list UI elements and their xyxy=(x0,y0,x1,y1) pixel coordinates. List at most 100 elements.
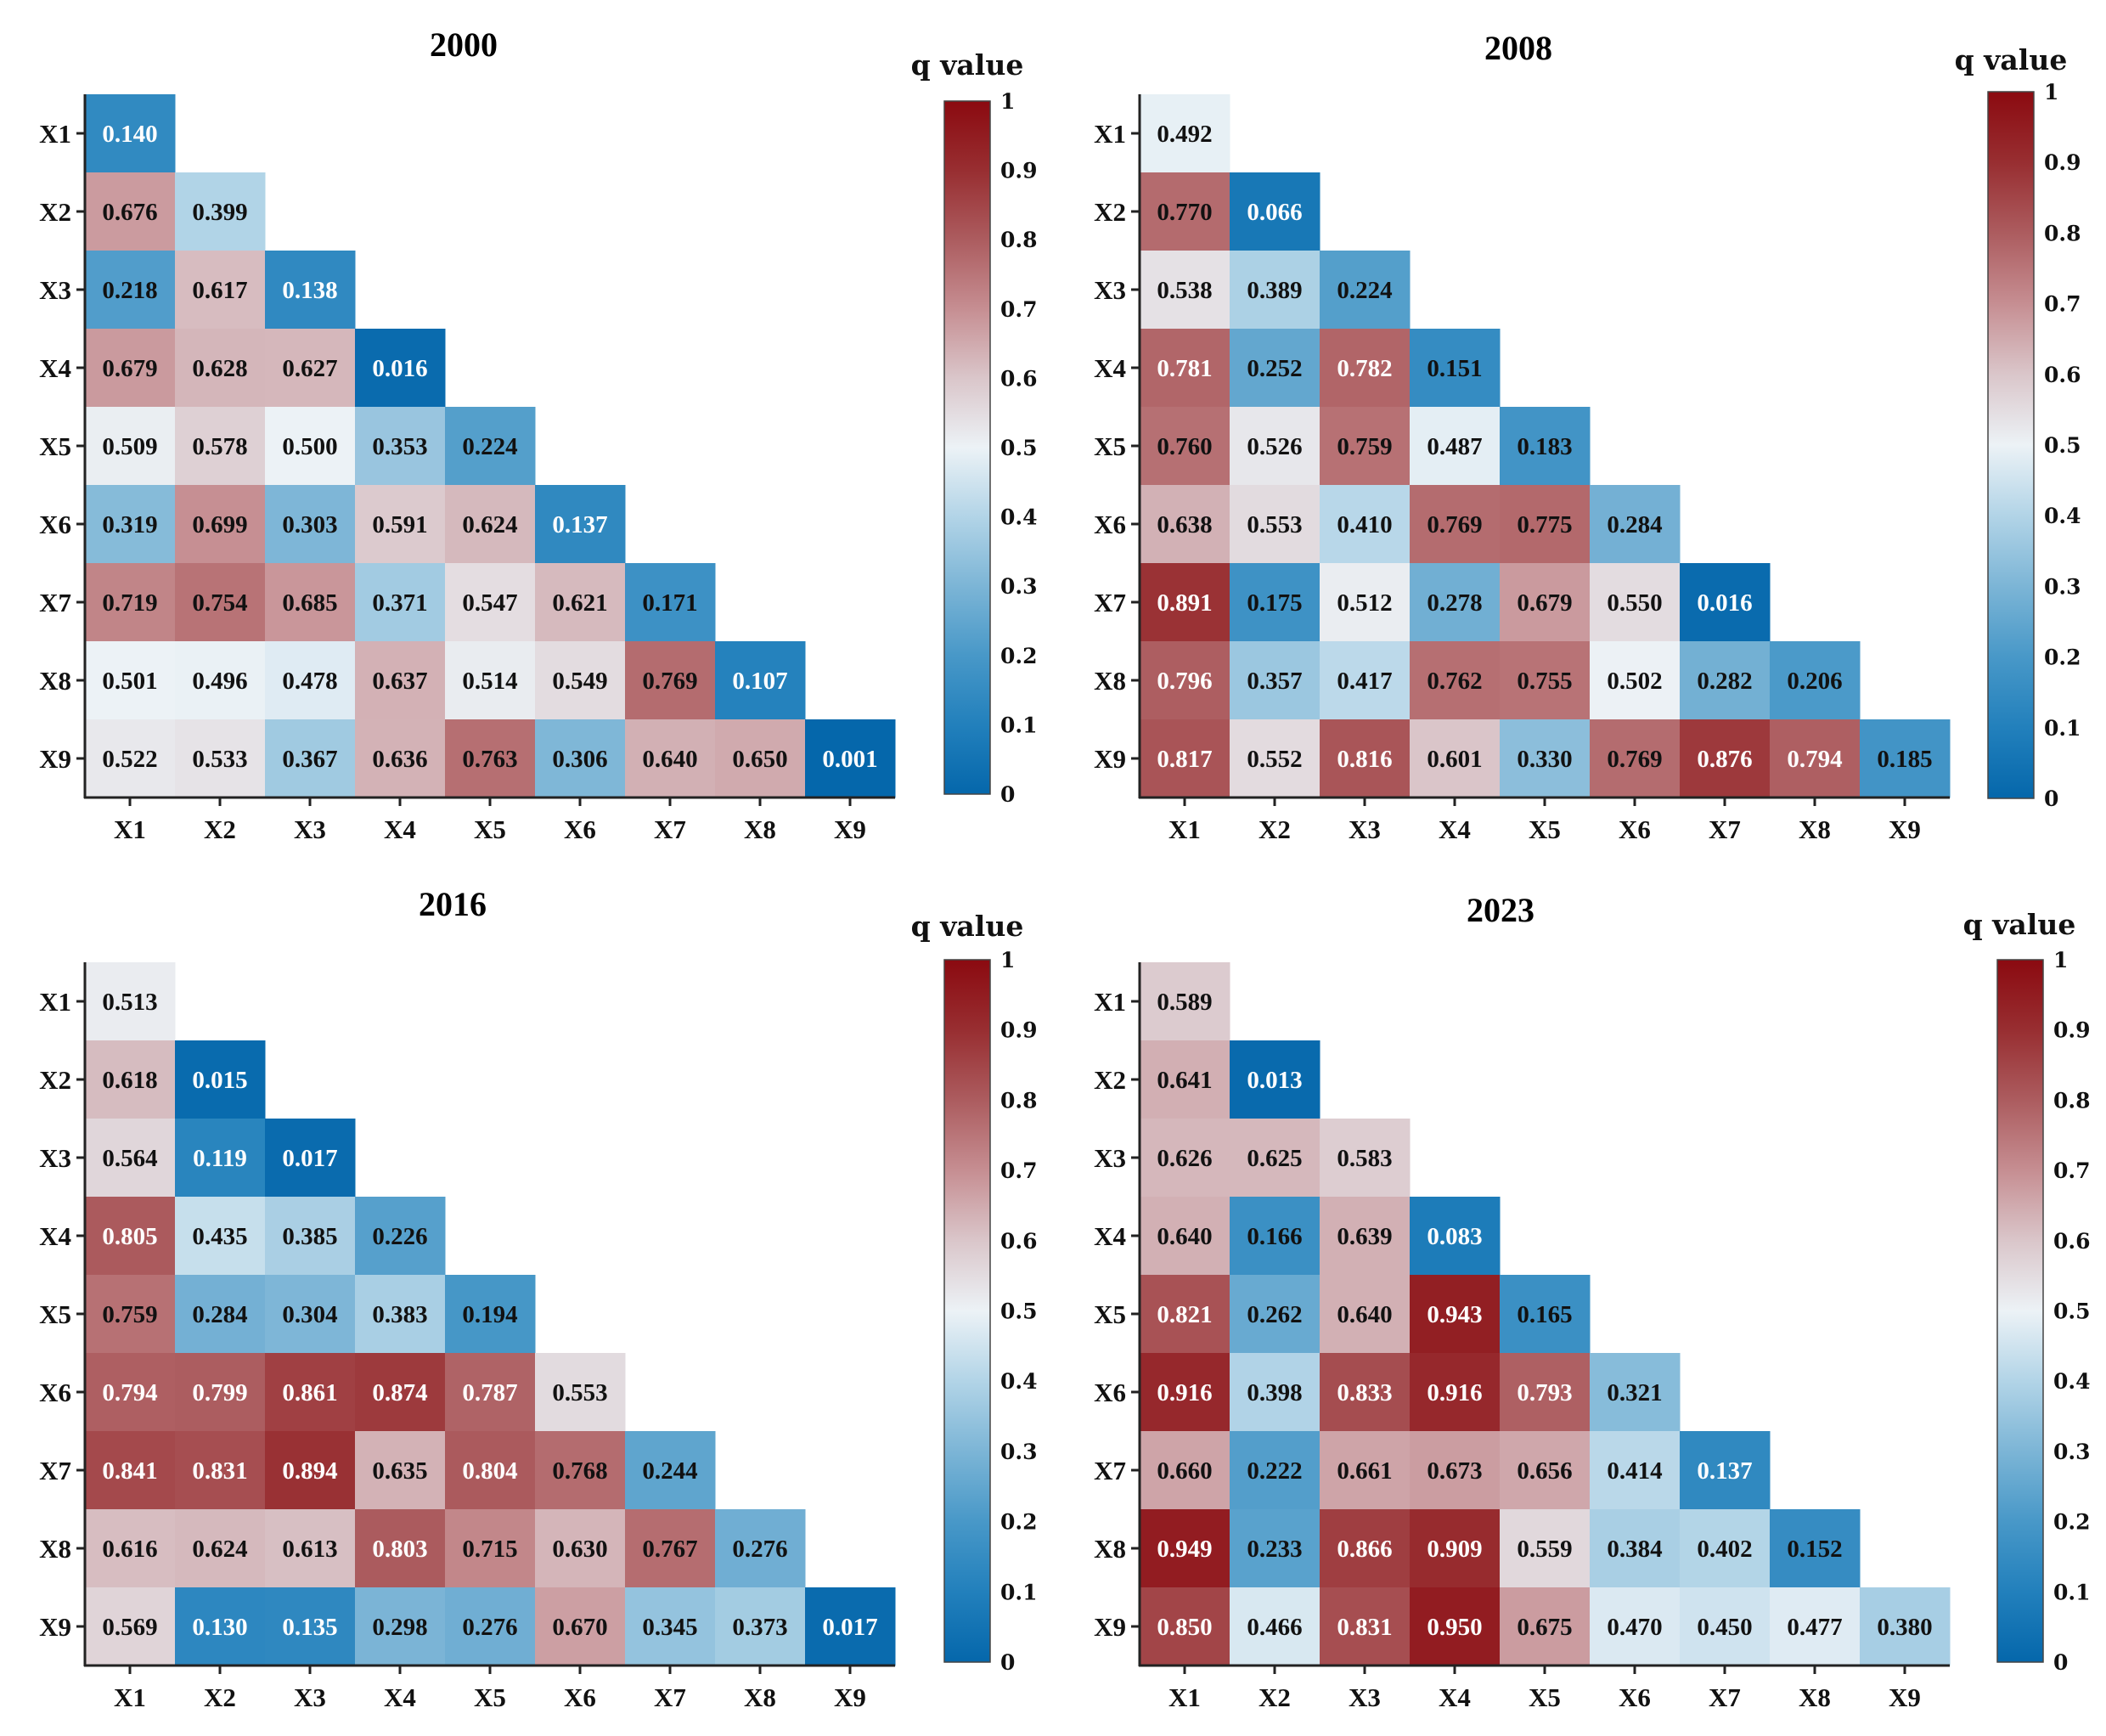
heatmap-cell xyxy=(1680,563,1771,642)
y-tick-label: X2 xyxy=(39,197,71,227)
y-tick-label: X6 xyxy=(39,1378,71,1407)
heatmap-cell xyxy=(85,1275,176,1354)
x-tick-label: X4 xyxy=(1439,1682,1471,1712)
cell-value-label: 0.306 xyxy=(552,746,607,773)
cell-value-label: 0.140 xyxy=(102,121,157,148)
cell-value-label: 0.909 xyxy=(1427,1536,1482,1563)
cell-value-label: 0.276 xyxy=(462,1614,517,1641)
cell-value-label: 0.371 xyxy=(372,589,427,617)
cell-value-label: 0.252 xyxy=(1247,355,1302,382)
chart-title: 2008 xyxy=(1484,29,1552,67)
cell-value-label: 0.831 xyxy=(192,1457,247,1485)
cell-value-label: 0.552 xyxy=(1247,746,1302,773)
cell-value-label: 0.417 xyxy=(1337,668,1392,695)
heatmap-cell xyxy=(1230,251,1320,330)
cell-value-label: 0.152 xyxy=(1787,1536,1842,1563)
colorbar-tick-label: 0.7 xyxy=(1000,297,1038,322)
cell-value-label: 0.601 xyxy=(1427,746,1482,773)
heatmap-cell xyxy=(1320,1119,1411,1198)
cell-value-label: 0.699 xyxy=(192,511,247,538)
heatmap-cell xyxy=(1140,719,1230,798)
heatmap-cell xyxy=(1680,719,1771,798)
cell-value-label: 0.151 xyxy=(1427,355,1482,382)
cell-value-label: 0.759 xyxy=(1337,433,1392,460)
heatmap-cell xyxy=(1590,641,1681,720)
y-tick-label: X1 xyxy=(39,119,71,149)
cell-value-label: 0.547 xyxy=(462,589,517,617)
colorbar-tick-label: 0.3 xyxy=(1000,574,1038,599)
cell-value-label: 0.650 xyxy=(732,746,787,773)
cell-value-label: 0.373 xyxy=(732,1614,787,1641)
cell-value-label: 0.224 xyxy=(1337,277,1392,304)
heatmap-cell xyxy=(265,1275,356,1354)
heatmap-cell xyxy=(445,719,536,798)
heatmap-cell xyxy=(535,1353,626,1432)
heatmap-cell xyxy=(1140,1119,1230,1198)
colorbar-tick-label: 0 xyxy=(2044,786,2058,811)
cell-value-label: 0.769 xyxy=(642,668,697,695)
colorbar xyxy=(1987,91,2035,799)
colorbar-label: q value xyxy=(911,48,1024,82)
cell-value-label: 0.284 xyxy=(192,1301,247,1328)
heatmap-cell xyxy=(1770,641,1861,720)
colorbar-tick-label: 0.9 xyxy=(2053,1018,2091,1043)
x-tick-label: X8 xyxy=(744,1682,776,1712)
cell-value-label: 0.278 xyxy=(1427,589,1482,617)
y-tick-label: X4 xyxy=(39,1221,71,1251)
colorbar-tick-label: 0.7 xyxy=(2053,1158,2091,1183)
cell-value-label: 0.549 xyxy=(552,668,607,695)
x-tick-label: X1 xyxy=(1168,1682,1201,1712)
x-tick-label: X5 xyxy=(474,1682,506,1712)
colorbar-tick-label: 1 xyxy=(1000,948,1015,972)
x-tick-label: X2 xyxy=(204,1682,236,1712)
x-tick-label: X7 xyxy=(654,1682,686,1712)
heatmap-cell xyxy=(265,1431,356,1510)
heatmap-cell xyxy=(445,485,536,564)
cell-value-label: 0.831 xyxy=(1337,1614,1392,1641)
cell-value-label: 0.770 xyxy=(1157,199,1212,226)
heatmap-cell xyxy=(625,1509,716,1588)
cell-value-label: 0.298 xyxy=(372,1614,427,1641)
cell-value-label: 0.357 xyxy=(1247,668,1302,695)
y-tick-label: X4 xyxy=(1094,353,1126,383)
heatmap-cell xyxy=(445,641,536,720)
x-tick-label: X2 xyxy=(204,814,236,844)
cell-value-label: 0.833 xyxy=(1337,1379,1392,1406)
heatmap-cell xyxy=(1410,1197,1501,1276)
cell-value-label: 0.017 xyxy=(822,1614,877,1641)
heatmap-cell xyxy=(1320,407,1411,486)
x-tick-label: X8 xyxy=(744,814,776,844)
x-tick-label: X3 xyxy=(1349,1682,1381,1712)
heatmap-cell xyxy=(175,1197,266,1276)
heatmap-cell xyxy=(1410,719,1501,798)
heatmap-cell xyxy=(1140,1587,1230,1666)
cell-value-label: 0.514 xyxy=(462,668,517,695)
cell-value-label: 0.015 xyxy=(192,1067,247,1094)
cell-value-label: 0.616 xyxy=(102,1536,157,1563)
heatmap-cell xyxy=(1230,329,1320,408)
colorbar-tick-label: 0 xyxy=(2053,1650,2068,1675)
x-tick-label: X7 xyxy=(1709,1682,1741,1712)
heatmap-cell xyxy=(1500,407,1591,486)
colorbar xyxy=(1996,959,2044,1663)
cell-value-label: 0.496 xyxy=(192,668,247,695)
cell-value-label: 0.817 xyxy=(1157,746,1212,773)
x-tick-label: X8 xyxy=(1799,1682,1831,1712)
cell-value-label: 0.550 xyxy=(1607,589,1662,617)
heatmap-cell xyxy=(1410,485,1501,564)
heatmap-cell xyxy=(175,1509,266,1588)
cell-value-label: 0.876 xyxy=(1697,746,1752,773)
heatmap-cell xyxy=(1590,1431,1681,1510)
heatmap-cell xyxy=(265,329,356,408)
heatmap-cell xyxy=(1140,94,1230,173)
cell-value-label: 0.512 xyxy=(1337,589,1392,617)
cell-value-label: 0.794 xyxy=(102,1379,157,1406)
cell-value-label: 0.787 xyxy=(462,1379,517,1406)
colorbar-tick-label: 0.8 xyxy=(2044,221,2081,245)
cell-value-label: 0.613 xyxy=(282,1536,337,1563)
cell-value-label: 0.661 xyxy=(1337,1457,1392,1485)
heatmap-cell xyxy=(1320,719,1411,798)
heatmap-cell xyxy=(355,641,446,720)
heatmap-cell xyxy=(265,719,356,798)
x-tick-label: X6 xyxy=(564,1682,596,1712)
